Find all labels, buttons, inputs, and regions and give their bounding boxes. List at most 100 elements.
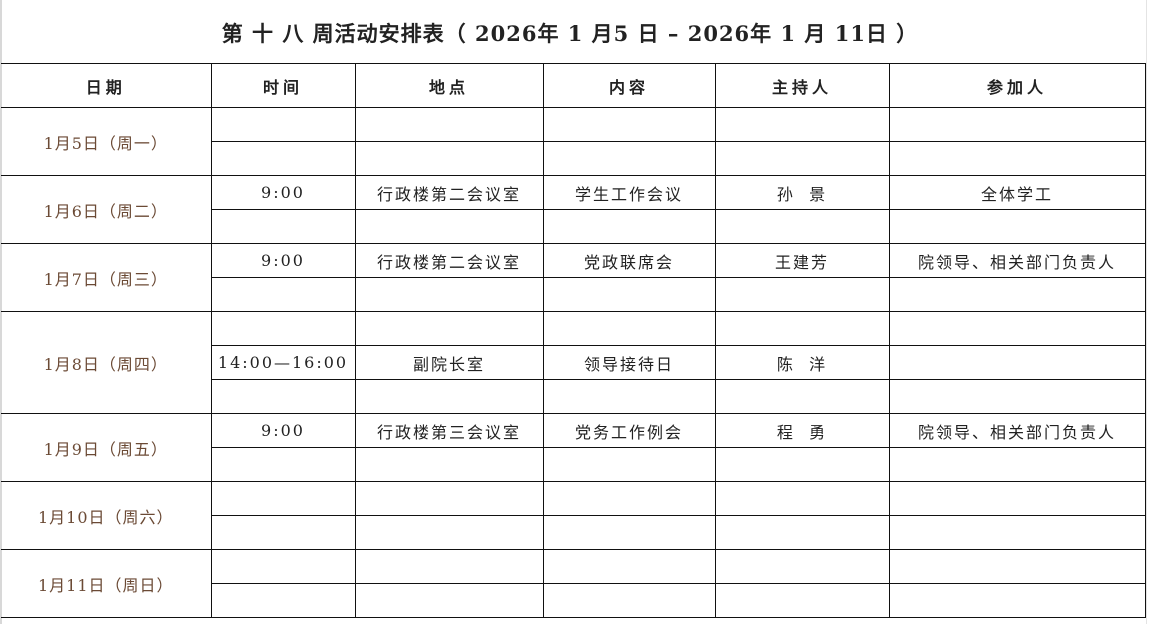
cell-time bbox=[211, 447, 356, 482]
cell-host bbox=[714, 515, 890, 550]
cell-participants: 院领导、相关部门负责人 bbox=[888, 243, 1146, 278]
cell-location: 副院长室 bbox=[354, 345, 544, 380]
table-row bbox=[1, 277, 1146, 312]
table-row bbox=[1, 515, 1146, 550]
cell-time bbox=[210, 481, 356, 516]
table-row: 1月8日（周四） bbox=[1, 311, 1146, 414]
cell-content bbox=[542, 481, 716, 516]
cell-host bbox=[714, 549, 890, 584]
table-row: 1月6日（周二） 9:00 行政楼第二会议室 学生工作会议孙 景全体学工 bbox=[1, 175, 1146, 244]
cell-date: 1月9日（周五） bbox=[1, 413, 212, 482]
cell-content: 党务工作例会 bbox=[542, 413, 716, 448]
cell-location bbox=[354, 379, 544, 414]
cell-content bbox=[542, 277, 716, 312]
cell-location: 行政楼第三会议室 bbox=[354, 413, 544, 448]
cell-participants bbox=[888, 141, 1146, 176]
header-participants: 参加人 bbox=[888, 63, 1146, 108]
cell-location bbox=[354, 311, 544, 346]
cell-time: 9:00 bbox=[210, 413, 356, 448]
cell-host bbox=[714, 107, 890, 142]
cell-time: 9:00 bbox=[210, 175, 356, 210]
cell-content bbox=[542, 209, 716, 244]
header-time: 时间 bbox=[210, 63, 356, 108]
cell-participants bbox=[888, 481, 1146, 516]
cell-date: 1月6日（周二） bbox=[1, 175, 212, 244]
cell-date: 1月10日（周六） bbox=[1, 481, 212, 550]
table-row bbox=[1, 447, 1146, 482]
cell-host bbox=[714, 447, 890, 482]
header-location: 地点 bbox=[354, 63, 544, 108]
cell-host bbox=[714, 583, 890, 618]
table-row: 1月10日（周六） bbox=[1, 481, 1146, 550]
table-row: 1月5日（周一） bbox=[1, 107, 1146, 176]
cell-host bbox=[714, 311, 890, 346]
cell-participants bbox=[888, 311, 1146, 346]
cell-host: 孙 景 bbox=[714, 175, 890, 210]
table-row: 1月11日（周日） bbox=[1, 549, 1146, 618]
cell-time bbox=[211, 141, 356, 176]
header-date: 日期 bbox=[1, 63, 212, 108]
cell-content bbox=[542, 141, 716, 176]
cell-host bbox=[714, 277, 890, 312]
page-title: 第 十 八 周活动安排表（ 2026年 1 月5 日 – 2026年 1 月 1… bbox=[221, 21, 919, 46]
cell-content bbox=[542, 379, 716, 414]
sheet-gridline-right bbox=[1146, 0, 1147, 624]
cell-participants bbox=[888, 447, 1146, 482]
cell-participants bbox=[888, 209, 1146, 244]
cell-date: 1月5日（周一） bbox=[1, 107, 212, 176]
cell-content bbox=[542, 583, 716, 618]
cell-content bbox=[542, 311, 716, 346]
cell-time bbox=[211, 583, 356, 618]
cell-time bbox=[211, 277, 356, 312]
cell-location bbox=[354, 209, 544, 244]
cell-content bbox=[542, 515, 716, 550]
cell-host: 程 勇 bbox=[714, 413, 890, 448]
cell-participants bbox=[888, 379, 1146, 414]
table-row: 14:00—16:00 副院长室 领导接待日陈 洋 bbox=[1, 345, 1146, 380]
cell-participants bbox=[888, 277, 1146, 312]
table-row bbox=[1, 583, 1146, 618]
cell-location bbox=[354, 515, 544, 550]
cell-date: 1月8日（周四） bbox=[1, 311, 212, 414]
cell-time bbox=[210, 107, 356, 142]
cell-participants bbox=[888, 549, 1146, 584]
cell-time bbox=[210, 549, 356, 584]
schedule-table: 日期 时间 地点 内容 主持人 参加人 1月5日（周一） 1月6日（周二） 9:00… bbox=[1, 63, 1146, 618]
cell-location bbox=[354, 583, 544, 618]
cell-content bbox=[542, 447, 716, 482]
table-row: 1月9日（周五） 9:00 行政楼第三会议室 党务工作例会程 勇院领导、相关部门负责人 bbox=[1, 413, 1146, 482]
header-content: 内容 bbox=[542, 63, 716, 108]
cell-participants: 院领导、相关部门负责人 bbox=[888, 413, 1146, 448]
cell-location bbox=[354, 141, 544, 176]
cell-participants bbox=[888, 107, 1146, 142]
cell-time bbox=[210, 311, 356, 346]
cell-host bbox=[714, 481, 890, 516]
cell-time bbox=[211, 209, 356, 244]
cell-host bbox=[714, 209, 890, 244]
cell-participants bbox=[888, 515, 1146, 550]
header-row: 日期 时间 地点 内容 主持人 参加人 bbox=[1, 63, 1146, 108]
cell-time bbox=[211, 379, 356, 414]
header-host: 主持人 bbox=[714, 63, 890, 108]
cell-location bbox=[354, 481, 544, 516]
cell-participants bbox=[888, 583, 1146, 618]
cell-content: 领导接待日 bbox=[542, 345, 716, 380]
cell-time: 9:00 bbox=[210, 243, 356, 278]
cell-host: 王建芳 bbox=[714, 243, 890, 278]
cell-time: 14:00—16:00 bbox=[211, 345, 356, 380]
cell-date: 1月11日（周日） bbox=[1, 549, 212, 618]
cell-content bbox=[542, 107, 716, 142]
table-row bbox=[1, 209, 1146, 244]
cell-host bbox=[714, 141, 890, 176]
cell-location bbox=[354, 107, 544, 142]
cell-time bbox=[211, 515, 356, 550]
cell-content bbox=[542, 549, 716, 584]
cell-location bbox=[354, 447, 544, 482]
cell-date: 1月7日（周三） bbox=[1, 243, 212, 312]
cell-location bbox=[354, 549, 544, 584]
cell-participants bbox=[888, 345, 1146, 380]
cell-content: 学生工作会议 bbox=[542, 175, 716, 210]
cell-participants: 全体学工 bbox=[888, 175, 1146, 210]
cell-host: 陈 洋 bbox=[714, 345, 890, 380]
cell-location: 行政楼第二会议室 bbox=[354, 243, 544, 278]
